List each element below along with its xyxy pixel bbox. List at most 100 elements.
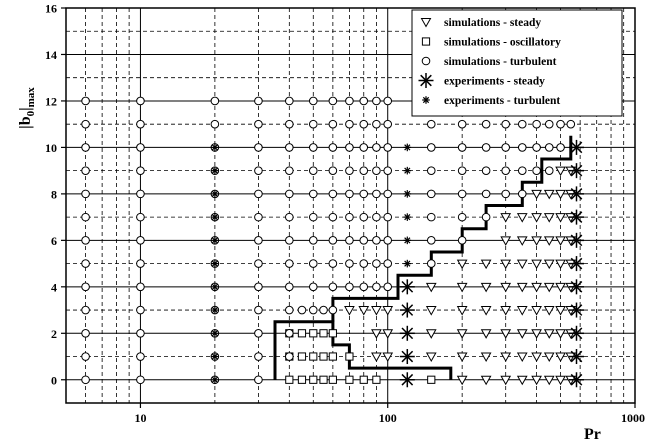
point-triangle-down: [555, 352, 566, 363]
point-triangle-down: [500, 259, 512, 270]
point-circle: [136, 352, 145, 361]
point-triangle-down: [382, 329, 394, 339]
point-triangle-down: [500, 375, 512, 386]
point-triangle-down: [531, 352, 542, 363]
point-circle: [372, 259, 381, 268]
point-square: [309, 329, 318, 338]
data-points: [81, 96, 585, 388]
point-circle: [254, 212, 263, 222]
axis-ticks: 0 2 4 6 8 10 12 14 16 10 100 1000: [45, 2, 645, 426]
point-circle: [372, 212, 381, 222]
point-triangle-down: [456, 306, 468, 316]
point-circle: [372, 236, 381, 245]
y-tick-label: 0: [51, 373, 57, 387]
point-circle: [308, 305, 318, 315]
point-circle: [285, 119, 294, 129]
point-triangle-down: [382, 352, 394, 363]
point-triangle-down: [555, 282, 566, 293]
point-large-star: [569, 139, 585, 155]
point-circle: [426, 212, 436, 222]
point-square: [328, 329, 337, 338]
point-circle: [254, 119, 263, 129]
point-square: [309, 375, 318, 384]
point-large-star: [569, 349, 585, 365]
point-circle: [285, 189, 294, 199]
point-circle: [328, 259, 338, 268]
point-square: [309, 352, 318, 361]
point-triangle-down: [371, 352, 382, 363]
point-circle: [285, 328, 294, 338]
point-triangle-down: [425, 306, 437, 316]
point-square: [319, 352, 328, 361]
boundary-line: [331, 135, 573, 322]
point-circle: [285, 282, 294, 292]
point-circle: [308, 119, 318, 129]
point-circle: [372, 189, 381, 199]
point-triangle-down: [555, 259, 566, 270]
point-large-star: [569, 209, 585, 225]
point-large-star: [569, 325, 585, 341]
point-circle: [254, 166, 263, 175]
point-small-star: [403, 166, 412, 175]
point-circle: [328, 189, 338, 199]
point-small-star: [211, 213, 219, 221]
point-square: [297, 352, 307, 361]
point-circle: [517, 143, 527, 152]
point-square: [285, 375, 294, 384]
plot-frame: [65, 7, 636, 404]
point-circle: [359, 166, 369, 175]
point-square: [345, 352, 354, 361]
point-small-star: [211, 283, 219, 291]
point-triangle-down: [425, 352, 437, 363]
point-circle: [457, 166, 467, 175]
point-circle: [81, 143, 90, 152]
point-circle: [372, 143, 381, 152]
point-triangle-down: [543, 259, 555, 270]
point-circle: [81, 236, 90, 245]
point-circle: [81, 282, 90, 292]
point-triangle-down: [500, 329, 512, 339]
point-triangle-down: [555, 329, 566, 339]
point-circle: [81, 119, 90, 129]
point-large-star: [399, 349, 415, 365]
point-large-star: [569, 232, 585, 248]
legend-label: experiments - steady: [444, 76, 545, 88]
point-square: [319, 375, 328, 384]
point-circle: [457, 212, 467, 222]
point-small-star: [403, 143, 412, 152]
point-square: [297, 329, 307, 338]
point-circle: [254, 375, 263, 385]
legend-label: simulations - steady: [444, 17, 541, 29]
point-triangle-down: [456, 329, 468, 339]
point-large-star: [399, 302, 415, 318]
point-circle: [372, 166, 381, 175]
point-large-star: [569, 256, 585, 272]
point-square: [427, 375, 436, 384]
point-small-star: [403, 236, 412, 245]
point-triangle-down: [480, 306, 492, 316]
point-triangle-down: [531, 213, 542, 223]
point-circle: [383, 189, 393, 199]
point-triangle-down: [516, 213, 528, 223]
point-circle: [328, 96, 338, 106]
point-circle: [566, 119, 576, 129]
point-circle: [136, 375, 145, 385]
point-triangle-down: [555, 375, 566, 386]
point-triangle-down: [425, 329, 437, 339]
point-circle: [254, 282, 263, 292]
y-tick-label: 12: [45, 94, 57, 108]
point-triangle-down: [543, 213, 555, 223]
point-circle: [254, 143, 263, 152]
point-large-star: [569, 302, 585, 318]
point-circle: [359, 282, 369, 292]
point-circle: [556, 119, 565, 129]
point-circle: [136, 96, 145, 106]
point-small-star: [211, 375, 219, 384]
point-circle: [285, 143, 294, 152]
point-circle: [81, 259, 90, 268]
point-circle: [383, 259, 393, 268]
point-circle: [481, 212, 491, 222]
point-circle: [359, 212, 369, 222]
point-triangle-down: [543, 306, 555, 316]
point-circle: [426, 166, 436, 175]
